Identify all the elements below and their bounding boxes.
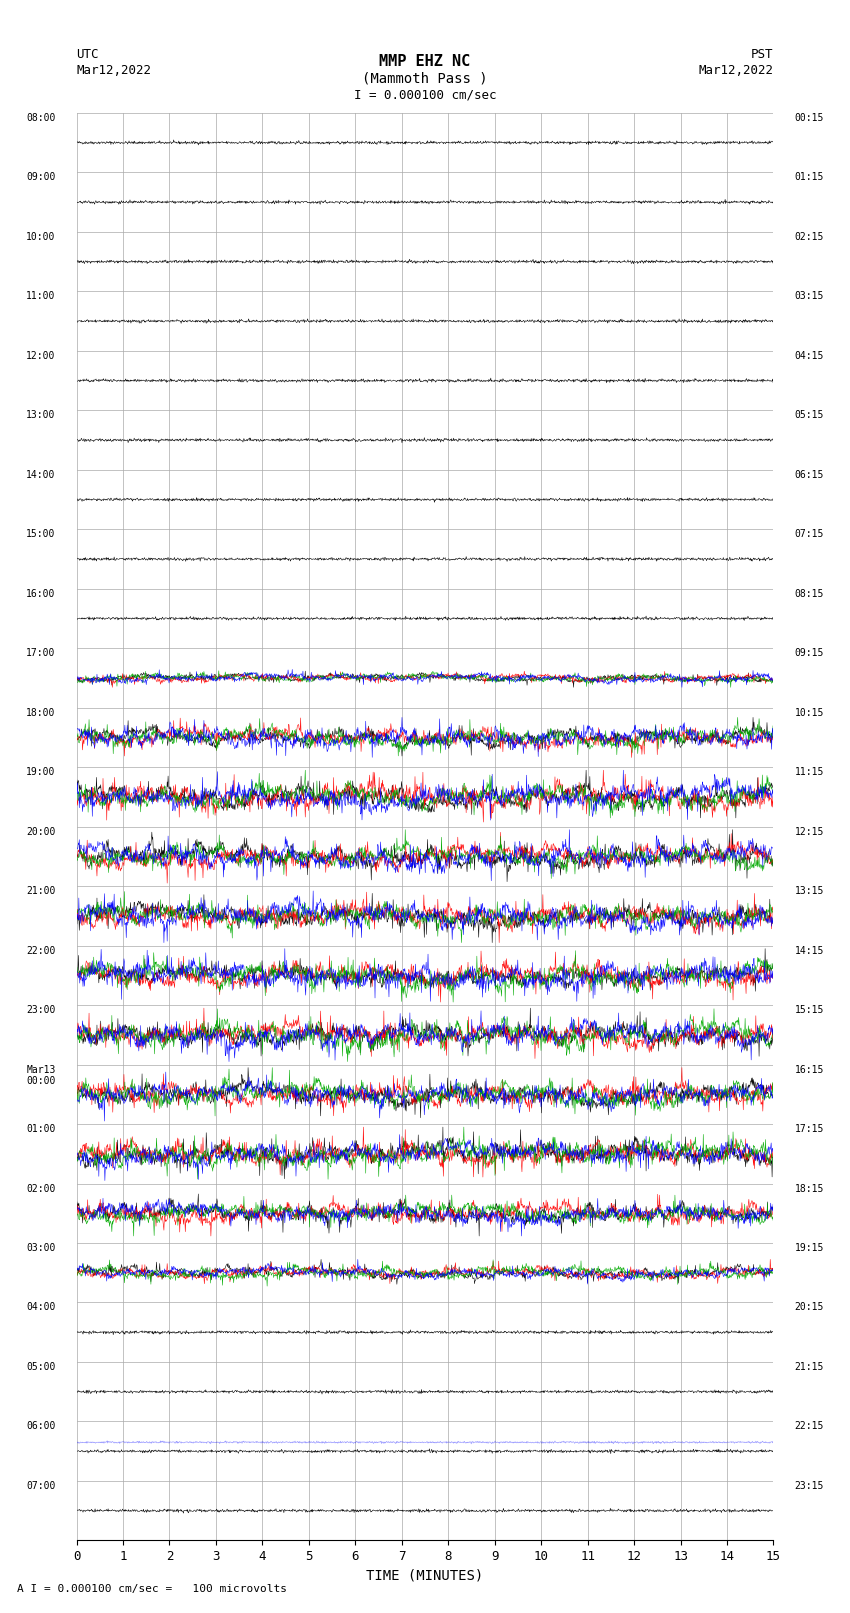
Text: Mar13
00:00: Mar13 00:00	[26, 1065, 55, 1086]
Text: 08:00: 08:00	[26, 113, 55, 123]
Text: 06:15: 06:15	[795, 469, 824, 479]
Text: 15:15: 15:15	[795, 1005, 824, 1015]
Text: 01:15: 01:15	[795, 173, 824, 182]
Text: 17:00: 17:00	[26, 648, 55, 658]
Text: 09:15: 09:15	[795, 648, 824, 658]
Text: Mar12,2022: Mar12,2022	[76, 65, 151, 77]
Text: 18:00: 18:00	[26, 708, 55, 718]
Text: 21:15: 21:15	[795, 1361, 824, 1373]
Text: 05:15: 05:15	[795, 410, 824, 421]
Text: 05:00: 05:00	[26, 1361, 55, 1373]
Text: 22:00: 22:00	[26, 945, 55, 955]
Text: 10:15: 10:15	[795, 708, 824, 718]
Text: (Mammoth Pass ): (Mammoth Pass )	[362, 71, 488, 85]
Text: A I = 0.000100 cm/sec =   100 microvolts: A I = 0.000100 cm/sec = 100 microvolts	[17, 1584, 287, 1594]
Text: 06:00: 06:00	[26, 1421, 55, 1431]
Text: 13:15: 13:15	[795, 886, 824, 897]
Text: I = 0.000100 cm/sec: I = 0.000100 cm/sec	[354, 89, 496, 102]
Text: 03:15: 03:15	[795, 292, 824, 302]
Text: 10:00: 10:00	[26, 232, 55, 242]
Text: 23:15: 23:15	[795, 1481, 824, 1490]
Text: 02:15: 02:15	[795, 232, 824, 242]
Text: 21:00: 21:00	[26, 886, 55, 897]
Text: 03:00: 03:00	[26, 1244, 55, 1253]
Text: 16:15: 16:15	[795, 1065, 824, 1074]
Text: 19:00: 19:00	[26, 768, 55, 777]
Text: PST: PST	[751, 48, 774, 61]
Text: 13:00: 13:00	[26, 410, 55, 421]
Text: 22:15: 22:15	[795, 1421, 824, 1431]
Text: 18:15: 18:15	[795, 1184, 824, 1194]
Text: 09:00: 09:00	[26, 173, 55, 182]
Text: 19:15: 19:15	[795, 1244, 824, 1253]
Text: 23:00: 23:00	[26, 1005, 55, 1015]
Text: 16:00: 16:00	[26, 589, 55, 598]
Text: 14:00: 14:00	[26, 469, 55, 479]
Text: 04:15: 04:15	[795, 350, 824, 361]
Text: 15:00: 15:00	[26, 529, 55, 539]
Text: 11:15: 11:15	[795, 768, 824, 777]
Text: 20:00: 20:00	[26, 826, 55, 837]
Text: 11:00: 11:00	[26, 292, 55, 302]
Text: 20:15: 20:15	[795, 1303, 824, 1313]
Text: 14:15: 14:15	[795, 945, 824, 955]
Text: 01:00: 01:00	[26, 1124, 55, 1134]
X-axis label: TIME (MINUTES): TIME (MINUTES)	[366, 1569, 484, 1582]
Text: 07:15: 07:15	[795, 529, 824, 539]
Text: 17:15: 17:15	[795, 1124, 824, 1134]
Text: 08:15: 08:15	[795, 589, 824, 598]
Text: 04:00: 04:00	[26, 1303, 55, 1313]
Text: 12:00: 12:00	[26, 350, 55, 361]
Text: 02:00: 02:00	[26, 1184, 55, 1194]
Text: 07:00: 07:00	[26, 1481, 55, 1490]
Text: MMP EHZ NC: MMP EHZ NC	[379, 55, 471, 69]
Text: 00:15: 00:15	[795, 113, 824, 123]
Text: 12:15: 12:15	[795, 826, 824, 837]
Text: Mar12,2022: Mar12,2022	[699, 65, 774, 77]
Text: UTC: UTC	[76, 48, 99, 61]
